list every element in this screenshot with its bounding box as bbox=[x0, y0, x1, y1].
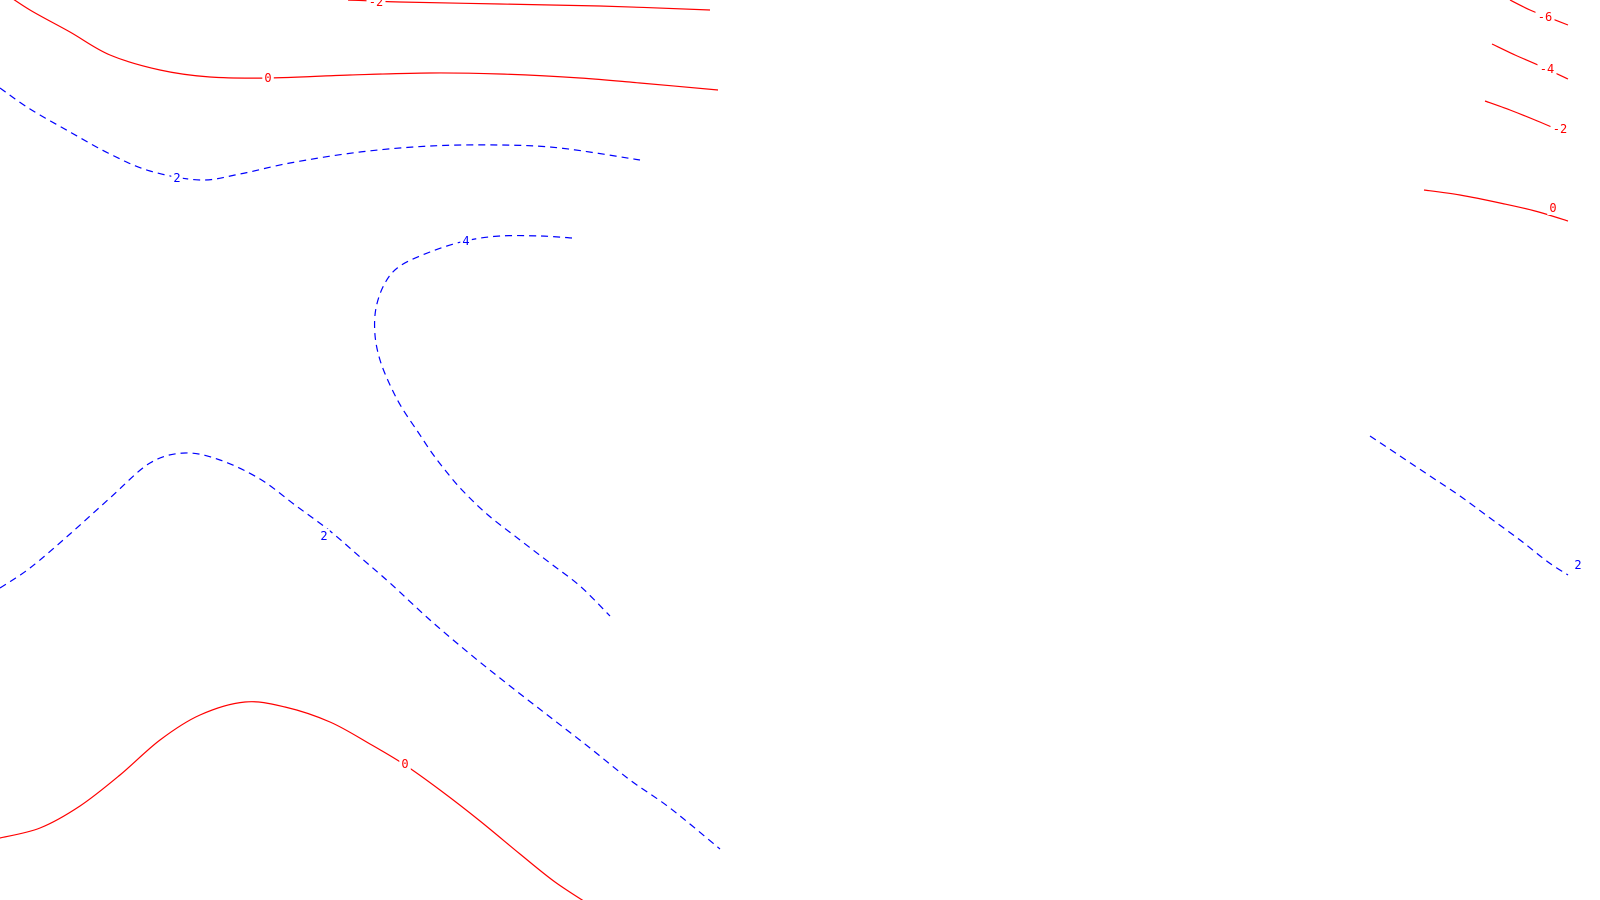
contour-label-level-2-3: 2 bbox=[1574, 558, 1581, 572]
contour-line-level-0-2 bbox=[0, 701, 584, 900]
contour-line-level-4-1 bbox=[373, 234, 611, 617]
contour-label-background bbox=[1535, 10, 1555, 24]
contour-label-background bbox=[399, 757, 411, 771]
contour-label-background bbox=[1550, 122, 1570, 136]
contour-line-level-2-1 bbox=[0, 87, 641, 181]
contour-label-level--6-1: -6 bbox=[1538, 10, 1552, 24]
contour-line-level-2-3 bbox=[1369, 435, 1569, 576]
contour-label-level-0-3: 0 bbox=[1549, 201, 1556, 215]
contour-label-level-4-1: 4 bbox=[462, 234, 469, 248]
contour-label-background bbox=[460, 234, 472, 248]
contour-label-level--2-1: -2 bbox=[369, 0, 383, 9]
contour-label-level-0-2: 0 bbox=[401, 757, 408, 771]
contour-label-level-0-1: 0 bbox=[264, 71, 271, 85]
contour-label-background bbox=[1572, 558, 1584, 572]
contour-label-background bbox=[366, 0, 386, 9]
contour-label-level--4-1: -4 bbox=[1540, 62, 1554, 76]
contour-label-level-2-2: 2 bbox=[320, 529, 327, 543]
contour-line-level-0-3 bbox=[1423, 189, 1569, 222]
contour-label-background bbox=[1537, 62, 1557, 76]
contour-line-level--4-1 bbox=[1491, 43, 1569, 80]
contour-label-background bbox=[318, 529, 330, 543]
contour-labels: -6 -4 -2 -2 0 0 0 2 2 2 4 bbox=[171, 0, 1584, 771]
contour-line-level-2-2 bbox=[0, 452, 721, 850]
contour-label-background bbox=[1547, 201, 1559, 215]
contour-label-background bbox=[171, 171, 183, 185]
contour-label-background bbox=[262, 71, 274, 85]
contour-label-level--2-2: -2 bbox=[1553, 122, 1567, 136]
contour-line-level--2-1 bbox=[347, 0, 711, 11]
contour-line-level-0-1 bbox=[13, 0, 719, 91]
contour-label-level-2-1: 2 bbox=[173, 171, 180, 185]
